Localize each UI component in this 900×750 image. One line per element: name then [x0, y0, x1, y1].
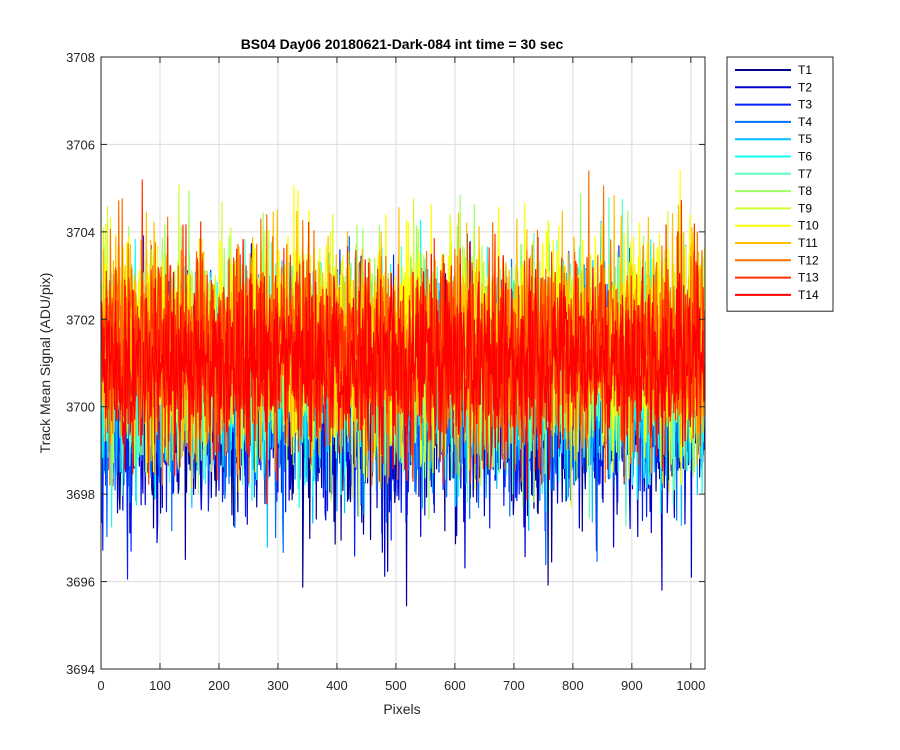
- legend-label: T2: [798, 80, 812, 94]
- legend-item-t1: T1: [735, 63, 812, 77]
- legend-label: T8: [798, 184, 812, 198]
- x-tick-label: 700: [503, 678, 525, 693]
- legend-item-t8: T8: [735, 184, 812, 198]
- x-tick-label: 100: [149, 678, 171, 693]
- legend-label: T12: [798, 253, 819, 267]
- x-tick-label: 800: [562, 678, 584, 693]
- legend-label: T10: [798, 219, 819, 233]
- legend: T1 T2 T3 T4 T5 T6 T7 T8 T9 T10 T11 T12 T13 T14: [726, 56, 834, 312]
- legend-item-t13: T13: [735, 271, 819, 285]
- y-tick-label: 3698: [66, 487, 95, 502]
- legend-box: [726, 56, 834, 312]
- y-tick-label: 3700: [66, 400, 95, 415]
- x-tick-label: 600: [444, 678, 466, 693]
- y-tick-label: 3704: [66, 225, 95, 240]
- legend-item-t3: T3: [735, 98, 812, 112]
- legend-item-t6: T6: [735, 150, 812, 164]
- legend-item-t14: T14: [735, 288, 819, 302]
- legend-label: T11: [798, 236, 818, 250]
- legend-label: T3: [798, 98, 812, 112]
- y-tick-label: 3706: [66, 137, 95, 152]
- x-tick-label: 500: [385, 678, 407, 693]
- legend-label: T5: [798, 132, 812, 146]
- axes: 0 100 200 300 400 500 600 700 800 900 1000 3694 3696…: [66, 50, 706, 693]
- y-tick-label: 3696: [66, 575, 95, 590]
- y-axis-label: Track Mean Signal (ADU/pix): [37, 273, 53, 454]
- legend-label: T13: [798, 271, 819, 285]
- y-tick-label: 3702: [66, 312, 95, 327]
- x-tick-label: 300: [267, 678, 289, 693]
- chart-title: BS04 Day06 20180621-Dark-084 int time = …: [241, 36, 564, 52]
- legend-item-t9: T9: [735, 201, 812, 215]
- legend-label: T14: [798, 288, 819, 302]
- y-tick-label: 3694: [66, 662, 95, 677]
- legend-item-t11: T11: [735, 236, 818, 250]
- x-tick-label: 0: [97, 678, 104, 693]
- axes-box: [100, 56, 706, 670]
- legend-item-t2: T2: [735, 80, 812, 94]
- series-line-t14: [101, 231, 705, 505]
- x-axis-label: Pixels: [383, 701, 420, 717]
- legend-item-t12: T12: [735, 253, 819, 267]
- legend-label: T4: [798, 115, 812, 129]
- legend-item-t7: T7: [735, 167, 812, 181]
- legend-label: T1: [798, 63, 812, 77]
- x-tick-label: 1000: [676, 678, 705, 693]
- legend-label: T9: [798, 201, 812, 215]
- legend-item-t5: T5: [735, 132, 812, 146]
- x-tick-label: 900: [621, 678, 643, 693]
- legend-item-t10: T10: [735, 219, 819, 233]
- x-tick-label: 400: [326, 678, 348, 693]
- legend-label: T7: [798, 167, 812, 181]
- x-tick-label: 200: [208, 678, 230, 693]
- legend-item-t4: T4: [735, 115, 812, 129]
- y-tick-label: 3708: [66, 50, 95, 65]
- series-lines: [101, 169, 705, 607]
- legend-label: T6: [798, 150, 812, 164]
